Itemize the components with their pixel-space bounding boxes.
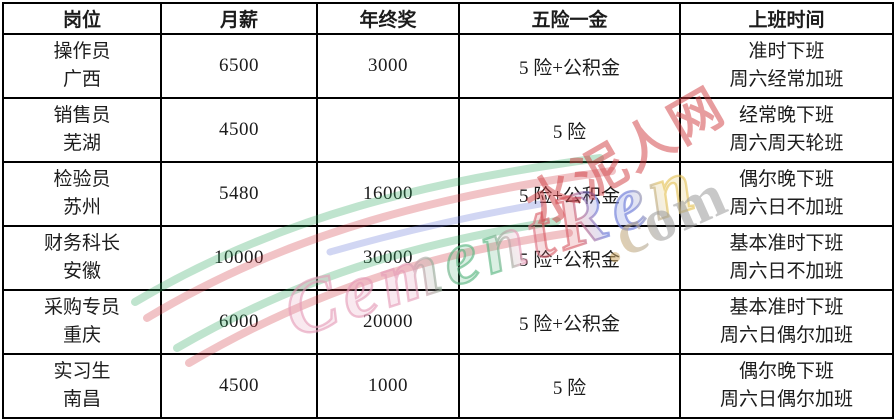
position-city: 南昌 [62, 389, 101, 410]
position-cell: 检验员 苏州 [2, 161, 162, 227]
salary-cell: 10000 [160, 225, 318, 291]
schedule-line: 基本准时下班 [729, 233, 844, 254]
table-row: 操作员 广西 6500 3000 5 险+公积金 准时下班 周六经常加班 [2, 33, 894, 99]
position-city: 芜湖 [62, 133, 101, 154]
salary-cell: 5480 [160, 161, 318, 227]
schedule-line: 偶尔晚下班 [738, 361, 834, 382]
salary-cell: 4500 [160, 97, 318, 163]
position-cell: 采购专员 重庆 [2, 289, 162, 355]
header-schedule: 上班时间 [679, 2, 894, 35]
schedule-line: 基本准时下班 [729, 297, 844, 318]
insurance-cell: 5 险 [458, 353, 681, 419]
bonus-cell: 16000 [316, 161, 460, 227]
schedule-line: 周六日偶尔加班 [719, 389, 853, 410]
insurance-cell: 5 险+公积金 [458, 289, 681, 355]
header-salary: 月薪 [160, 2, 318, 35]
schedule-line: 周六日不加班 [729, 261, 844, 282]
bonus-cell: 1000 [316, 353, 460, 419]
bonus-cell [316, 97, 460, 163]
position-title: 检验员 [53, 169, 111, 190]
schedule-cell: 偶尔晚下班 周六日不加班 [679, 161, 894, 227]
insurance-cell: 5 险+公积金 [458, 161, 681, 227]
header-row: 岗位 月薪 年终奖 五险一金 上班时间 [2, 2, 894, 35]
position-cell: 销售员 芜湖 [2, 97, 162, 163]
table-row: 检验员 苏州 5480 16000 5 险+公积金 偶尔晚下班 周六日不加班 [2, 161, 894, 227]
schedule-cell: 经常晚下班 周六周天轮班 [679, 97, 894, 163]
insurance-cell: 5 险+公积金 [458, 33, 681, 99]
header-insurance: 五险一金 [458, 2, 681, 35]
position-title: 操作员 [53, 41, 111, 62]
insurance-cell: 5 险+公积金 [458, 225, 681, 291]
header-position: 岗位 [2, 2, 162, 35]
schedule-cell: 基本准时下班 周六日不加班 [679, 225, 894, 291]
position-title: 销售员 [53, 105, 111, 126]
position-title: 实习生 [53, 361, 111, 382]
salary-cell: 4500 [160, 353, 318, 419]
schedule-line: 经常晚下班 [738, 105, 834, 126]
table-row: 销售员 芜湖 4500 5 险 经常晚下班 周六周天轮班 [2, 97, 894, 163]
position-city: 安徽 [62, 261, 101, 282]
schedule-line: 周六日偶尔加班 [719, 325, 853, 346]
position-city: 广西 [62, 69, 101, 90]
insurance-cell: 5 险 [458, 97, 681, 163]
header-bonus: 年终奖 [316, 2, 460, 35]
table-row: 采购专员 重庆 6000 20000 5 险+公积金 基本准时下班 周六日偶尔加… [2, 289, 894, 355]
table-row: 实习生 南昌 4500 1000 5 险 偶尔晚下班 周六日偶尔加班 [2, 353, 894, 419]
schedule-line: 准时下班 [748, 41, 825, 62]
schedule-line: 周六经常加班 [729, 69, 844, 90]
position-title: 采购专员 [43, 297, 120, 318]
bonus-cell: 20000 [316, 289, 460, 355]
schedule-cell: 基本准时下班 周六日偶尔加班 [679, 289, 894, 355]
position-cell: 财务科长 安徽 [2, 225, 162, 291]
table-row: 财务科长 安徽 10000 30000 5 险+公积金 基本准时下班 周六日不加… [2, 225, 894, 291]
schedule-line: 周六日不加班 [729, 197, 844, 218]
bonus-cell: 3000 [316, 33, 460, 99]
position-title: 财务科长 [43, 233, 120, 254]
position-city: 苏州 [62, 197, 101, 218]
salary-cell: 6000 [160, 289, 318, 355]
schedule-line: 偶尔晚下班 [738, 169, 834, 190]
position-cell: 操作员 广西 [2, 33, 162, 99]
schedule-line: 周六周天轮班 [729, 133, 844, 154]
position-cell: 实习生 南昌 [2, 353, 162, 419]
position-city: 重庆 [62, 325, 101, 346]
bonus-cell: 30000 [316, 225, 460, 291]
schedule-cell: 偶尔晚下班 周六日偶尔加班 [679, 353, 894, 419]
schedule-cell: 准时下班 周六经常加班 [679, 33, 894, 99]
salary-cell: 6500 [160, 33, 318, 99]
